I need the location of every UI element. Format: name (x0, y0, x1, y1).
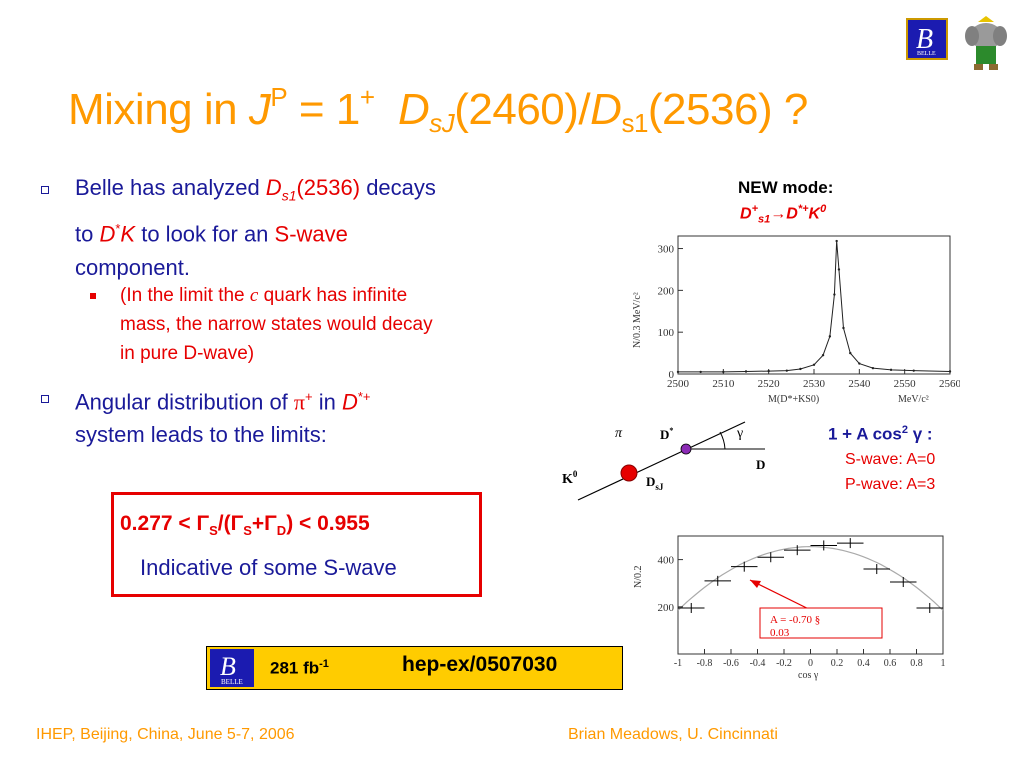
mass-y-tick-label: 100 (658, 327, 675, 339)
bullet-marker (41, 186, 49, 194)
angular-x-axis-label: cos γ (798, 670, 819, 681)
mass-x-tick-label: 2500 (667, 378, 690, 390)
angular-x-tick-label: 0.2 (831, 658, 844, 669)
mass-x-tick-label: 2560 (939, 378, 960, 390)
mass-y-axis-label: N/0.3 MeV/c² (632, 292, 643, 348)
mass-x-axis-unit: MeV/c² (898, 394, 929, 405)
mass-data-point (833, 293, 836, 296)
reference-box (206, 646, 623, 690)
mass-y-tick-label: 0 (669, 369, 675, 381)
annotation-box (759, 607, 883, 639)
mass-x-tick-label: 2510 (712, 378, 735, 390)
belle-logo-icon: B BELLE (220, 652, 243, 686)
mass-data-point (912, 369, 915, 372)
mass-series-line (678, 240, 951, 373)
svg-text:B: B (220, 652, 236, 681)
angular-x-tick-label: 0.6 (884, 658, 897, 669)
mass-data-point (871, 366, 875, 370)
paper-reference: hep-ex/0507030 (402, 653, 558, 676)
dsj-particle (620, 464, 638, 482)
angular-x-tick-label: 1 (941, 658, 946, 669)
new-mode-header: NEW mode: (738, 178, 834, 197)
belle-logo: B BELLE (906, 18, 948, 60)
mass-y-tick-label: 300 (658, 244, 675, 256)
svg-text:B: B (916, 24, 933, 55)
d-label: D (756, 457, 765, 472)
mass-data-point (799, 367, 802, 371)
elephant-mascot-icon (965, 16, 1007, 70)
mass-data-point (849, 351, 852, 355)
mass-data-point (858, 362, 861, 365)
bullet-belle-analysis: Belle has analyzed Ds1(2536) decays to D… (75, 175, 436, 280)
mass-data-point (948, 370, 952, 373)
mass-data-point (785, 369, 788, 372)
bullet-marker (41, 395, 49, 403)
angular-y-axis-label: N/0.2 (633, 566, 644, 589)
mass-data-point (722, 370, 725, 374)
angular-y-tick-label: 200 (658, 602, 675, 614)
bullet-angular-distribution: Angular distribution of π+ in D*+ system… (75, 389, 371, 448)
result-limits: 0.277 < ΓS/(ΓS+ΓD) < 0.955 (120, 512, 370, 539)
mascot-logo (958, 14, 1014, 76)
angular-x-tick-label: -1 (674, 658, 682, 669)
belle-logo: B BELLE (210, 649, 254, 687)
fit-formula: 1 + A cos2 γ : (828, 424, 933, 444)
gamma-label: γ (736, 426, 743, 441)
pwave-condition: P-wave: A=3 (845, 476, 936, 493)
footer-author: Brian Meadows, U. Cincinnati (568, 726, 778, 743)
decay-diagram: π γ D* D K0 DsJ (562, 421, 765, 501)
svg-text:BELLE: BELLE (221, 678, 243, 686)
dstar-label: D* (660, 426, 673, 442)
mass-x-axis-label: M(D*+KS0) (768, 394, 819, 405)
page-title: Mixing in JP = 1+ DsJ(2460)/Ds1(2536) ? (68, 82, 808, 138)
angular-fit-curve (677, 545, 944, 611)
mass-data-point (744, 370, 748, 373)
angular-x-tick-label: 0.4 (857, 658, 870, 669)
mass-x-tick-label: 2520 (758, 378, 781, 390)
footer-event: IHEP, Beijing, China, June 5-7, 2006 (36, 726, 295, 743)
angle-arc (719, 431, 726, 450)
annotation-line2: 0.03 (770, 627, 790, 639)
k0-label: K0 (562, 469, 578, 487)
sub-bullet-dwave-limit: (In the limit the c quark has infinite m… (120, 285, 433, 364)
mass-data-point (889, 368, 893, 372)
mass-x-tick-label: 2540 (848, 378, 871, 390)
swave-condition: S-wave: A=0 (845, 451, 936, 468)
new-mode-decay: D+s1→D*+K0 (740, 203, 827, 226)
mass-plot-frame (677, 235, 951, 375)
mass-data-point (837, 268, 841, 271)
mass-x-tick-label: 2550 (894, 378, 917, 390)
result-box (111, 492, 482, 597)
luminosity-label: 281 fb-1 (270, 658, 329, 678)
mass-data-point (767, 369, 770, 373)
angular-x-tick-label: -0.8 (697, 658, 713, 669)
dsj-label: DsJ (646, 474, 664, 492)
result-note: Indicative of some S-wave (140, 555, 397, 580)
mass-x-tick-label: 2530 (803, 378, 826, 390)
sub-bullet-marker (90, 293, 96, 299)
angular-x-tick-label: -0.6 (723, 658, 739, 669)
annotation-arrowhead (750, 580, 761, 588)
mass-data-point (676, 370, 680, 374)
mass-y-tick-label: 200 (658, 285, 675, 297)
belle-logo-icon: B BELLE (916, 24, 936, 57)
angular-x-tick-label: 0 (808, 658, 813, 669)
mass-data-point (828, 335, 832, 338)
pi-label: π (615, 426, 623, 441)
svg-text:BELLE: BELLE (917, 51, 936, 57)
angular-x-tick-label: 0.8 (910, 658, 923, 669)
mass-data-point (835, 239, 838, 243)
angular-x-tick-label: -0.2 (776, 658, 792, 669)
angular-x-tick-label: -0.4 (750, 658, 766, 669)
mass-data-point (812, 363, 816, 366)
decay-axis-line (577, 421, 746, 501)
angular-y-tick-label: 400 (658, 555, 675, 567)
dstar-particle (680, 443, 692, 455)
mass-data-point (842, 326, 845, 330)
mass-data-point (821, 353, 825, 357)
annotation-line1: A = -0.70 § (770, 614, 820, 626)
mass-data-point (699, 370, 702, 374)
